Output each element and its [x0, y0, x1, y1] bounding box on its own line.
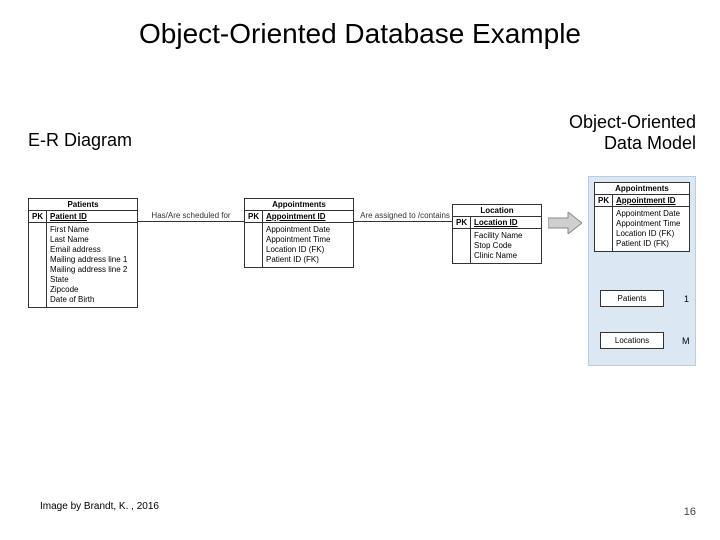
attr-item: Location ID (FK): [266, 245, 350, 255]
pk-value: Appointment ID: [613, 195, 689, 206]
pk-value: Appointment ID: [263, 211, 353, 222]
oo-label-line1: Object-Oriented: [569, 112, 696, 133]
entity-header: Appointments: [595, 183, 689, 195]
slide-title: Object-Oriented Database Example: [0, 18, 720, 50]
attr-item: Appointment Date: [266, 225, 350, 235]
relation-line: [138, 221, 244, 222]
cardinality-label: 1: [684, 294, 689, 304]
pk-row: PK Appointment ID: [245, 211, 353, 223]
relation-line: [354, 221, 452, 222]
oo-link-locations: Locations: [600, 332, 664, 349]
attr-item: Clinic Name: [474, 251, 538, 261]
oo-link-patients: Patients: [600, 290, 664, 307]
oo-label-line2: Data Model: [569, 133, 696, 154]
attr-item: Zipcode: [50, 285, 134, 295]
attr-item: Patient ID (FK): [266, 255, 350, 265]
entity-patients: Patients PK Patient ID First NameLast Na…: [28, 198, 138, 308]
pk-row: PK Appointment ID: [595, 195, 689, 207]
attr-item: Stop Code: [474, 241, 538, 251]
attr-item: Date of Birth: [50, 295, 134, 305]
arrow-icon: [548, 212, 582, 234]
pk-row: PK Location ID: [453, 217, 541, 229]
attr-spacer: [245, 223, 263, 267]
attr-item: Mailing address line 2: [50, 265, 134, 275]
relation-label: Has/Are scheduled for: [150, 211, 232, 220]
cardinality-label: M: [682, 336, 690, 346]
entity-header: Location: [453, 205, 541, 217]
attr-list: Appointment DateAppointment TimeLocation…: [613, 207, 689, 251]
attr-item: Last Name: [50, 235, 134, 245]
attr-list: Appointment DateAppointment TimeLocation…: [263, 223, 353, 267]
attr-item: Email address: [50, 245, 134, 255]
pk-value: Location ID: [471, 217, 541, 228]
entity-header: Appointments: [245, 199, 353, 211]
page-number: 16: [684, 506, 696, 518]
entity-header: Patients: [29, 199, 137, 211]
attr-spacer: [595, 207, 613, 251]
attr-item: State: [50, 275, 134, 285]
relation-label: Are assigned to /contains: [360, 211, 450, 220]
attr-item: Appointment Time: [266, 235, 350, 245]
pk-label: PK: [595, 195, 613, 206]
attr-list: First NameLast NameEmail addressMailing …: [47, 223, 137, 307]
attr-spacer: [453, 229, 471, 263]
pk-row: PK Patient ID: [29, 211, 137, 223]
pk-value: Patient ID: [47, 211, 137, 222]
attr-item: Patient ID (FK): [616, 239, 686, 249]
oo-entity-appointments: Appointments PK Appointment ID Appointme…: [594, 182, 690, 252]
entity-appointments: Appointments PK Appointment ID Appointme…: [244, 198, 354, 268]
attr-list: Facility NameStop CodeClinic Name: [471, 229, 541, 263]
attr-item: Facility Name: [474, 231, 538, 241]
attr-item: Appointment Date: [616, 209, 686, 219]
attr-item: Appointment Time: [616, 219, 686, 229]
attr-item: Location ID (FK): [616, 229, 686, 239]
image-credit: Image by Brandt, K. , 2016: [40, 501, 159, 512]
oo-model-label: Object-Oriented Data Model: [569, 112, 696, 154]
er-diagram-label: E-R Diagram: [28, 130, 132, 151]
entity-location: Location PK Location ID Facility NameSto…: [452, 204, 542, 264]
pk-label: PK: [453, 217, 471, 228]
attr-spacer: [29, 223, 47, 307]
pk-label: PK: [29, 211, 47, 222]
attr-item: Mailing address line 1: [50, 255, 134, 265]
attr-item: First Name: [50, 225, 134, 235]
pk-label: PK: [245, 211, 263, 222]
